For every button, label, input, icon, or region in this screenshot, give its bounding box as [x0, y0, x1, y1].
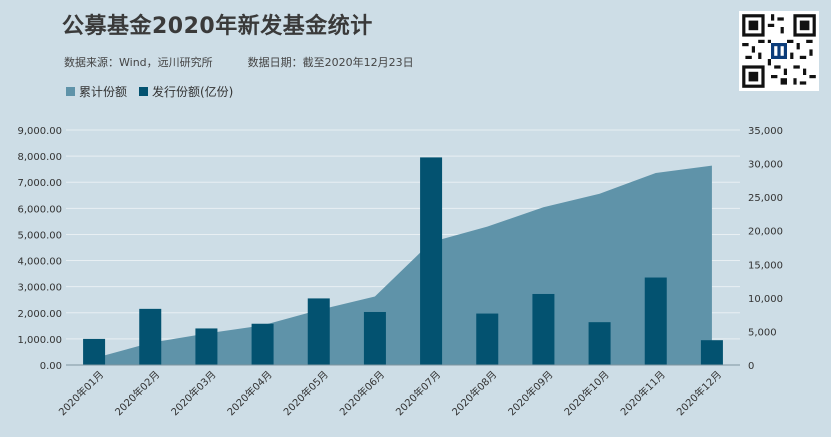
- category-tick-label: 2020年12月: [674, 368, 724, 418]
- left-tick-label: 9,000.00: [17, 126, 62, 137]
- left-tick-label: 0.00: [40, 361, 62, 372]
- category-tick-label: 2020年02月: [112, 368, 162, 418]
- cumulative-area: [94, 165, 712, 365]
- issuance-bar: [588, 322, 611, 365]
- issuance-bar: [195, 328, 218, 365]
- category-tick-label: 2020年03月: [168, 368, 218, 418]
- left-tick-label: 2,000.00: [17, 309, 62, 320]
- right-tick-label: 0: [748, 361, 754, 372]
- right-tick-label: 30,000: [748, 160, 783, 171]
- left-tick-label: 4,000.00: [17, 257, 62, 268]
- left-tick-label: 5,000.00: [17, 230, 62, 241]
- issuance-bar: [363, 311, 386, 365]
- issuance-bar: [476, 313, 499, 365]
- category-tick-label: 2020年06月: [337, 368, 387, 418]
- category-tick-label: 2020年09月: [505, 368, 555, 418]
- right-tick-label: 25,000: [748, 193, 783, 204]
- issuance-bar: [307, 298, 330, 365]
- legend-label: 累计份额: [79, 85, 127, 99]
- issuance-bar: [532, 293, 555, 365]
- issuance-bar: [700, 340, 723, 365]
- issuance-bar: [83, 338, 106, 365]
- right-tick-label: 5,000: [748, 327, 777, 338]
- right-tick-label: 10,000: [748, 294, 783, 305]
- category-tick-label: 2020年04月: [224, 368, 274, 418]
- right-tick-label: 15,000: [748, 260, 783, 271]
- left-tick-label: 1,000.00: [17, 335, 62, 346]
- left-tick-label: 6,000.00: [17, 204, 62, 215]
- right-tick-label: 20,000: [748, 227, 783, 238]
- data-source-note: 数据来源：Wind，远川研究所 数据日期：截至2020年12月23日: [64, 56, 414, 69]
- page-title: 公募基金2020年新发基金统计: [62, 14, 373, 39]
- left-tick-label: 3,000.00: [17, 283, 62, 294]
- right-tick-label: 35,000: [748, 126, 783, 137]
- issuance-bar: [644, 277, 667, 365]
- issuance-bar: [420, 157, 443, 365]
- category-tick-label: 2020年10月: [561, 368, 611, 418]
- category-tick-label: 2020年05月: [281, 368, 331, 418]
- category-tick-label: 2020年07月: [393, 368, 443, 418]
- legend-label: 发行份额(亿份): [152, 84, 233, 99]
- legend-swatch: [66, 87, 75, 96]
- category-tick-label: 2020年11月: [618, 368, 668, 418]
- issuance-bar: [139, 308, 162, 365]
- legend-swatch: [139, 87, 148, 96]
- category-tick-label: 2020年01月: [56, 368, 106, 418]
- issuance-bar: [251, 323, 274, 365]
- left-tick-label: 7,000.00: [17, 178, 62, 189]
- left-tick-label: 8,000.00: [17, 152, 62, 163]
- category-tick-label: 2020年08月: [449, 368, 499, 418]
- qr-code-icon: [739, 11, 819, 91]
